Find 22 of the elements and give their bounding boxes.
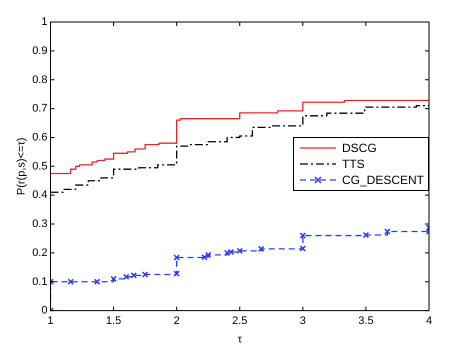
y-tick-label: 0.6 <box>32 131 48 144</box>
x-tick-label: 4 <box>426 315 432 328</box>
y-tick-label: 0.1 <box>32 276 48 288</box>
y-axis-title: P(r(p,s)<=τ) <box>16 138 28 196</box>
x-tick-label: 3 <box>300 315 306 328</box>
x-tick-label: 2 <box>174 315 180 328</box>
y-tick-label: 0.9 <box>32 44 48 57</box>
x-tick-label: 1.5 <box>106 315 122 328</box>
y-tick-label: 0 <box>41 304 48 317</box>
legend-label: TTS <box>342 157 365 172</box>
y-tick-label: 0.2 <box>32 246 48 259</box>
x-axis-title: τ <box>238 333 243 346</box>
y-tick-label: 0.5 <box>32 160 48 172</box>
legend-label: CG_DESCENT <box>342 173 424 188</box>
y-tick-label: 0.3 <box>32 218 48 230</box>
y-tick-label: 0.4 <box>32 189 48 202</box>
x-tick-label: 3.5 <box>358 315 374 328</box>
x-tick-label: 2.5 <box>232 315 248 328</box>
y-tick-label: 0.7 <box>32 102 48 115</box>
y-tick-label: 0.8 <box>32 74 48 86</box>
legend-label: DSCG <box>342 141 377 156</box>
y-tick-label: 1 <box>41 16 48 28</box>
